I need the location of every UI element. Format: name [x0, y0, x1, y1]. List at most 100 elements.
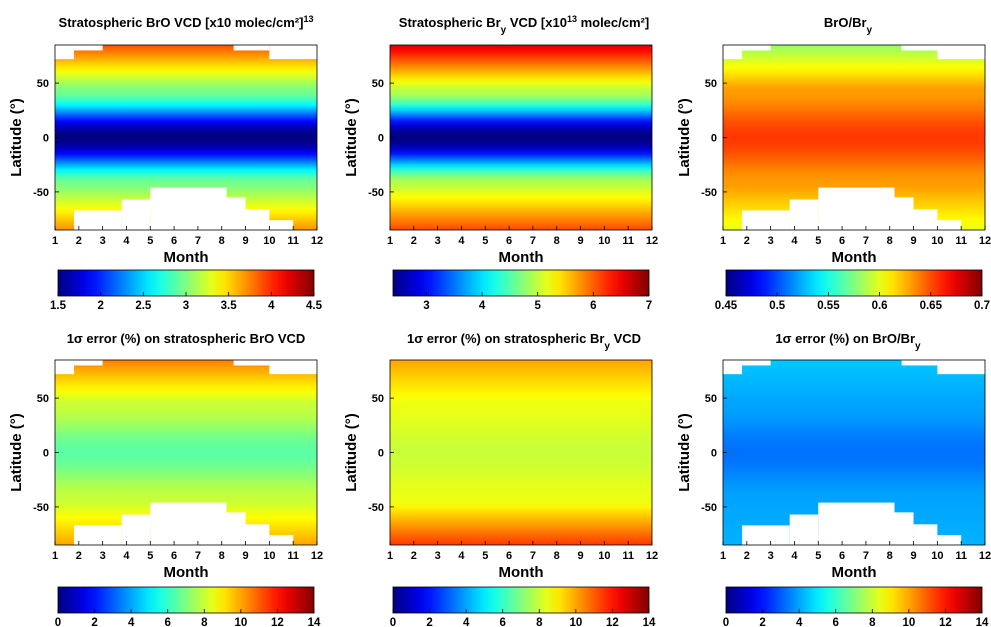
- x-tick-label: 12: [311, 550, 323, 562]
- colorbar-tick-label: 4: [796, 617, 803, 627]
- x-tick-label: 12: [979, 550, 991, 562]
- x-tick-label: 9: [577, 550, 583, 562]
- colorbar-tick-label: 2: [426, 617, 432, 627]
- no-data-mask: [742, 210, 790, 230]
- colorbar-tick-label: 3: [183, 300, 189, 312]
- x-tick-label: 10: [931, 550, 943, 562]
- x-tick-label: 10: [598, 235, 610, 247]
- x-tick-label: 2: [411, 235, 417, 247]
- colorbar-tick-label: 4: [128, 617, 135, 627]
- y-tick-label: -50: [701, 187, 717, 199]
- no-data-mask: [723, 360, 743, 375]
- no-data-mask: [742, 45, 771, 51]
- y-tick-label: 50: [372, 78, 384, 90]
- x-axis-label: Month: [164, 564, 209, 581]
- no-data-mask: [894, 512, 914, 545]
- x-tick-label: 7: [530, 235, 536, 247]
- x-tick-label: 1: [387, 235, 393, 247]
- panel-2: Stratospheric Bry VCD [x1013 molec/cm²] 1…: [343, 14, 658, 312]
- colorbar-tick-label: 0.55: [817, 300, 840, 312]
- y-tick-label: 50: [37, 78, 49, 90]
- x-tick-label: 6: [171, 235, 177, 247]
- y-tick-label: -50: [33, 502, 49, 514]
- x-tick-label: 7: [530, 550, 536, 562]
- no-data-mask: [901, 360, 938, 366]
- colorbar-tick-label: 2: [91, 617, 97, 627]
- colorbar-tick-label: 0.7: [974, 300, 990, 312]
- y-axis-label: Latitude (°): [676, 413, 693, 492]
- no-data-mask: [226, 197, 246, 230]
- x-tick-label: 2: [744, 550, 750, 562]
- colorbar-tick-label: 14: [976, 617, 989, 627]
- x-tick-label: 4: [458, 550, 465, 562]
- no-data-mask: [818, 502, 895, 545]
- y-tick-label: 50: [705, 78, 717, 90]
- x-tick-label: 3: [768, 235, 774, 247]
- x-tick-label: 9: [910, 550, 916, 562]
- x-tick-label: 7: [863, 235, 869, 247]
- x-tick-label: 11: [287, 550, 299, 562]
- colorbar-gradient: [392, 586, 650, 614]
- no-data-mask: [226, 512, 246, 545]
- heatmap: [390, 360, 652, 545]
- heatmap: [723, 45, 985, 230]
- no-data-mask: [150, 187, 227, 230]
- x-axis-label: Month: [832, 564, 877, 581]
- colorbar-tick-label: 0.45: [715, 300, 738, 312]
- x-tick-label: 9: [242, 235, 248, 247]
- y-tick-label: 0: [711, 133, 717, 145]
- colorbar-tick-label: 4: [268, 300, 275, 312]
- y-tick-label: 50: [705, 393, 717, 405]
- y-tick-label: 0: [43, 448, 49, 460]
- colorbar-tick-label: 3.5: [221, 300, 238, 312]
- colorbar-tick-label: 3: [423, 300, 429, 312]
- heatmap-field: [390, 45, 652, 230]
- no-data-mask: [913, 524, 938, 545]
- colorbar: 0 2 4 6 8 10 12 14: [723, 586, 989, 627]
- colorbar-gradient: [392, 269, 650, 297]
- x-tick-label: 1: [720, 235, 726, 247]
- x-tick-label: 9: [577, 235, 583, 247]
- x-tick-label: 6: [506, 550, 512, 562]
- no-data-mask: [121, 514, 151, 545]
- x-tick-label: 2: [76, 550, 82, 562]
- colorbar-tick-label: 12: [271, 617, 284, 627]
- no-data-mask: [723, 45, 743, 60]
- x-tick-label: 2: [744, 235, 750, 247]
- no-data-mask: [937, 220, 962, 230]
- x-tick-label: 5: [147, 550, 153, 562]
- colorbar-tick-label: 5: [534, 300, 541, 312]
- x-tick-label: 8: [887, 550, 893, 562]
- x-tick-label: 10: [931, 235, 943, 247]
- no-data-mask: [233, 360, 270, 366]
- y-axis-label: Latitude (°): [343, 413, 360, 492]
- colorbar-tick-label: 6: [833, 617, 839, 627]
- x-tick-label: 4: [458, 235, 465, 247]
- no-data-mask: [937, 360, 985, 375]
- panel-title: Stratospheric BrO VCD [x10 molec/cm²]13: [59, 14, 314, 30]
- colorbar: 1.5 2 2.5 3 3.5 4 4.5: [50, 269, 323, 312]
- x-tick-label: 8: [219, 235, 225, 247]
- x-tick-label: 11: [955, 235, 967, 247]
- colorbar-tick-label: 6: [165, 617, 171, 627]
- x-tick-label: 8: [554, 550, 560, 562]
- no-data-mask: [937, 535, 962, 545]
- heatmap: [390, 45, 652, 230]
- x-tick-label: 7: [863, 550, 869, 562]
- no-data-mask: [245, 524, 270, 545]
- heatmap-field: [390, 360, 652, 545]
- x-tick-label: 12: [646, 235, 658, 247]
- x-tick-label: 11: [622, 550, 634, 562]
- x-tick-label: 1: [387, 550, 393, 562]
- colorbar-tick-label: 4: [479, 300, 486, 312]
- no-data-mask: [269, 360, 317, 375]
- y-axis-label: Latitude (°): [8, 98, 25, 177]
- colorbar-gradient: [725, 269, 983, 297]
- colorbar-tick-label: 14: [643, 617, 656, 627]
- x-tick-label: 7: [195, 550, 201, 562]
- x-tick-label: 10: [263, 235, 275, 247]
- no-data-mask: [818, 187, 895, 230]
